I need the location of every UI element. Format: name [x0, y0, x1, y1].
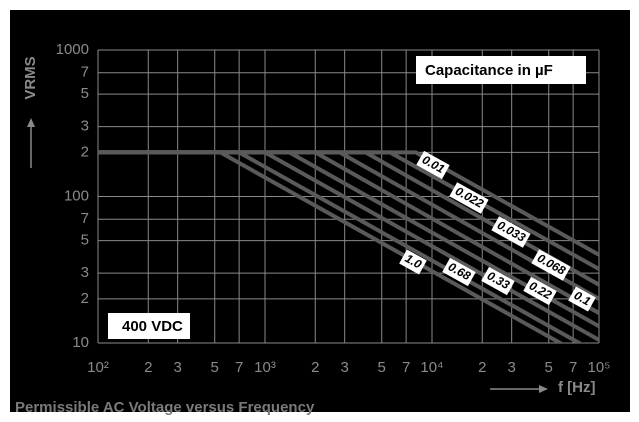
x-tick-label: 10² [87, 359, 109, 376]
y-tick-label: 7 [81, 210, 89, 227]
annotation-box [108, 313, 190, 339]
annotation-box [416, 56, 586, 84]
y-tick-label: 7 [81, 64, 89, 81]
x-arrow-head [539, 385, 548, 393]
series-label: 0.1 [568, 286, 596, 312]
series-label-box [568, 286, 596, 312]
y-arrow-head [27, 118, 35, 127]
series-label-box [523, 276, 557, 306]
y-tick-label: 10 [72, 334, 89, 351]
x-axis-label: f [Hz] [558, 379, 596, 396]
x-tick-label: 5 [545, 359, 553, 376]
x-tick-label: 7 [402, 359, 410, 376]
series-label-box [531, 249, 571, 281]
series-label-box [442, 257, 476, 287]
y-tick-label: 2 [81, 290, 89, 307]
x-tick-label: 10³ [254, 359, 276, 376]
x-tick-label: 10⁵ [588, 359, 611, 376]
y-tick-label: 5 [81, 232, 89, 249]
y-tick-label: 3 [81, 118, 89, 135]
y-tick-label: 5 [81, 85, 89, 102]
series-label: 1.0 [399, 249, 427, 275]
x-tick-label: 5 [378, 359, 386, 376]
x-tick-label: 3 [174, 359, 182, 376]
series-line [98, 150, 599, 257]
annotation: Capacitance in µF [425, 62, 553, 79]
series-label-box [416, 150, 450, 180]
grid: 10² 2 3 5 7 10³ 2 3 5 7 10⁴ 2 3 5 7 10⁵1000753210075321… [56, 41, 611, 376]
x-tick-label: 5 [211, 359, 219, 376]
y-tick-label: 2 [81, 143, 89, 160]
y-tick-label: 3 [81, 264, 89, 281]
x-tick-label: 3 [508, 359, 516, 376]
x-tick-label: 10⁴ [420, 359, 443, 376]
x-tick-label: 2 [144, 359, 152, 376]
x-tick-label: 2 [478, 359, 486, 376]
x-tick-label: 2 [311, 359, 319, 376]
chart-title: Permissible AC Voltage versus Frequency [15, 399, 315, 416]
series-label-box [449, 182, 489, 214]
series-label-box [481, 266, 515, 296]
annotation: 400 VDC [122, 318, 183, 335]
series-label-box [399, 249, 427, 275]
y-axis-label: VRMS [22, 56, 39, 99]
lines [98, 150, 599, 343]
x-tick-label: 3 [341, 359, 349, 376]
y-tick-label: 100 [64, 187, 89, 204]
x-tick-label: 7 [569, 359, 577, 376]
y-tick-label: 1000 [56, 41, 89, 58]
x-tick-label: 7 [235, 359, 243, 376]
series-label-box [491, 216, 531, 248]
